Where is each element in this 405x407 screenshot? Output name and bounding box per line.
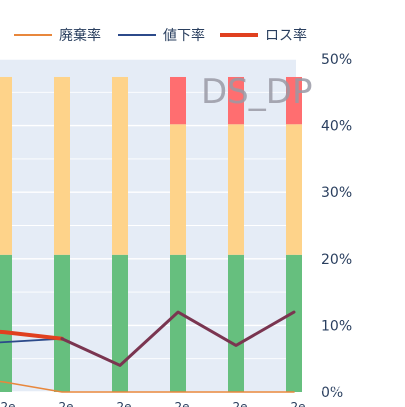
x-tick-label: 2e xyxy=(174,400,189,407)
bar-3-segment-2 xyxy=(170,76,186,125)
series-line-nesage xyxy=(0,337,63,344)
bar-2-segment-0 xyxy=(112,254,128,392)
x-tick-label: 2e xyxy=(0,400,15,407)
bar-0-segment-0 xyxy=(0,254,12,392)
bar-3-segment-0 xyxy=(170,254,186,392)
legend-label-haiki: 廃棄率 xyxy=(59,27,101,44)
x-tick-label: 2e xyxy=(290,400,305,407)
y-tick-label: 50% xyxy=(321,52,352,68)
y-tick-label: 10% xyxy=(321,318,352,334)
bar-4-segment-2 xyxy=(228,76,244,125)
bar-2-segment-1 xyxy=(112,76,128,255)
x-tick-label: 2e xyxy=(232,400,247,407)
bar-5-segment-2 xyxy=(286,76,302,125)
y-tick-label: 0% xyxy=(321,385,343,401)
site-watermark: 知乎 @zcdmw xyxy=(304,379,386,393)
legend-label-loss: ロス率 xyxy=(265,27,307,44)
series-line-loss_main xyxy=(60,310,296,367)
chart-watermark: DS_DP xyxy=(201,72,312,112)
bar-0-segment-1 xyxy=(0,76,12,255)
legend-label-nesage: 値下率 xyxy=(163,27,205,44)
bars xyxy=(0,76,302,392)
bar-4-segment-1 xyxy=(228,124,244,255)
legend: 廃棄率 値下率 ロス率 xyxy=(14,27,307,44)
bar-4-segment-0 xyxy=(228,254,244,392)
y-tick-label: 20% xyxy=(321,252,352,268)
y-axis-ticks: 0% 10% 20% 30% 40% 50% xyxy=(321,52,352,401)
bar-5-segment-1 xyxy=(286,124,302,255)
bar-1-segment-1 xyxy=(54,76,70,255)
series-line-loss xyxy=(0,329,64,341)
gridlines xyxy=(0,58,296,393)
y-tick-label: 30% xyxy=(321,185,352,201)
series-lines xyxy=(0,310,296,393)
bar-1-segment-0 xyxy=(54,254,70,392)
y-tick-label: 40% xyxy=(321,119,352,135)
series-line-haiki xyxy=(0,380,295,393)
bar-3-segment-1 xyxy=(170,124,186,255)
x-tick-label: 2e xyxy=(58,400,73,407)
bar-5-segment-0 xyxy=(286,254,302,392)
x-axis-ticks: 2e 2e 2e 2e 2e 2e xyxy=(0,400,305,407)
x-tick-label: 2e xyxy=(116,400,131,407)
